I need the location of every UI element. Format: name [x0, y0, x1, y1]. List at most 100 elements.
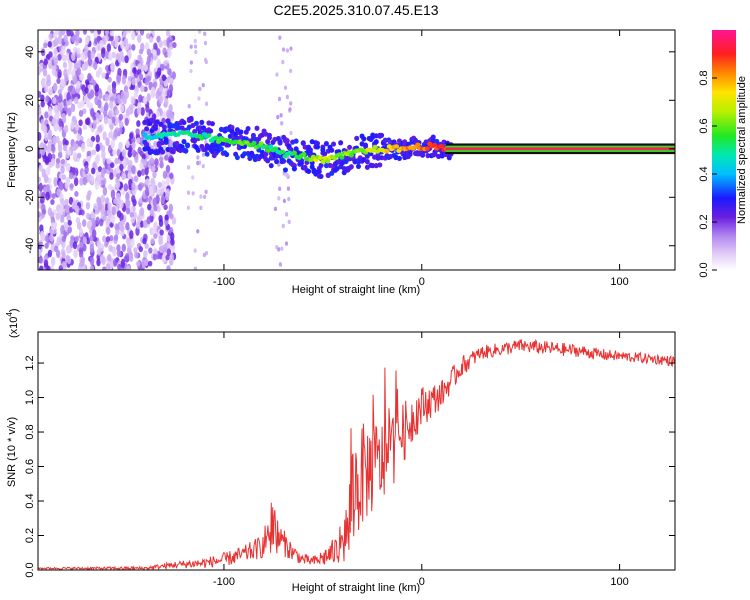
noise-cell [80, 99, 85, 108]
signal-band-cell [229, 124, 235, 131]
noise-cell [60, 158, 66, 165]
noise-cell [149, 157, 155, 165]
signal-trace-cell [279, 149, 286, 155]
noise-cell [127, 49, 132, 59]
noise-cell [60, 216, 65, 223]
noise-cell [48, 86, 53, 96]
noise-cell [125, 207, 131, 215]
noise-cell [84, 165, 89, 175]
snr-scale-label: (x104) [5, 308, 20, 338]
noise-cell [114, 109, 120, 115]
noise-cell [48, 51, 53, 58]
noise-cell [52, 64, 57, 71]
noise-cell [204, 59, 208, 65]
noise-cell [73, 177, 79, 187]
noise-cell [65, 254, 70, 263]
noise-cell [75, 30, 80, 37]
noise-cell [164, 154, 169, 161]
noise-cell [108, 131, 113, 139]
y-tick-label: 0.0 [24, 562, 36, 577]
noise-cell [114, 157, 119, 165]
noise-cell [86, 150, 91, 157]
noise-cell [91, 149, 97, 156]
noise-cell [131, 181, 136, 191]
noise-cell [142, 237, 147, 245]
noise-cell [71, 52, 76, 62]
noise-cell [201, 83, 205, 88]
signal-band-cell [185, 143, 191, 149]
noise-cell [40, 232, 46, 242]
signal-band-cell [234, 154, 240, 161]
noise-cell [116, 197, 121, 207]
noise-cell [107, 254, 112, 262]
noise-cell [38, 265, 44, 270]
noise-cell [121, 173, 127, 180]
noise-cell [76, 133, 81, 141]
noise-cell [69, 30, 74, 37]
noise-cell [115, 229, 120, 236]
snr-x-axis-label: Height of straight line (km) [292, 582, 420, 594]
noise-cell [75, 217, 81, 224]
signal-band-cell [188, 117, 194, 123]
noise-cell [133, 247, 138, 253]
noise-cell [38, 248, 41, 258]
noise-cell [84, 36, 90, 46]
noise-cell [98, 114, 104, 120]
signal-band-cell [291, 166, 297, 172]
noise-cell [104, 102, 109, 111]
noise-cell [47, 249, 53, 258]
signal-band-cell [379, 132, 385, 138]
noise-cell [281, 223, 285, 229]
signal-trace-cell [320, 159, 326, 164]
signal-band-cell [331, 141, 337, 147]
noise-cell [167, 242, 172, 250]
noise-cell [41, 191, 46, 201]
noise-cell [131, 43, 136, 51]
noise-cell [133, 175, 138, 182]
signal-trace-cell [348, 153, 354, 158]
noise-cell [47, 106, 53, 117]
noise-cell [169, 253, 174, 263]
noise-cell [60, 165, 65, 174]
noise-cell [157, 182, 162, 189]
noise-cell [113, 198, 118, 205]
noise-cell [90, 175, 95, 185]
noise-cell [126, 265, 131, 270]
noise-cell [78, 227, 84, 238]
noise-cell [78, 119, 83, 127]
signal-band-cell [430, 134, 436, 140]
noise-cell [101, 256, 106, 266]
noise-cell [204, 250, 209, 256]
noise-cell [75, 235, 80, 242]
noise-cell [199, 194, 203, 199]
signal-band-cell [181, 139, 187, 145]
noise-cell [95, 153, 101, 162]
noise-cell [55, 162, 60, 169]
noise-cell [67, 226, 73, 234]
signal-band-cell [163, 137, 169, 143]
noise-cell [128, 255, 134, 262]
noise-cell [163, 51, 169, 58]
noise-cell [54, 30, 59, 35]
spectrogram-x-ticks: -100 0 100 [213, 30, 629, 288]
noise-cell [50, 157, 56, 167]
x-tick-label: 100 [610, 576, 628, 588]
snr-series-line [38, 338, 675, 570]
noise-cell [123, 30, 128, 36]
noise-cell [66, 149, 72, 156]
noise-cell [56, 188, 61, 197]
noise-cell [40, 123, 46, 132]
noise-cell [116, 173, 121, 179]
signal-band-cell [183, 148, 189, 154]
noise-cell [127, 30, 132, 34]
noise-cell [146, 75, 152, 82]
signal-band-cell [329, 147, 335, 153]
noise-cell [280, 246, 284, 251]
noise-cell [59, 181, 64, 191]
noise-cell [51, 145, 56, 154]
noise-cell [162, 39, 168, 47]
noise-cell [55, 157, 61, 165]
snr-x-ticks: -100 0 100 [213, 332, 629, 588]
noise-cell [75, 205, 80, 215]
noise-cell [118, 127, 123, 134]
